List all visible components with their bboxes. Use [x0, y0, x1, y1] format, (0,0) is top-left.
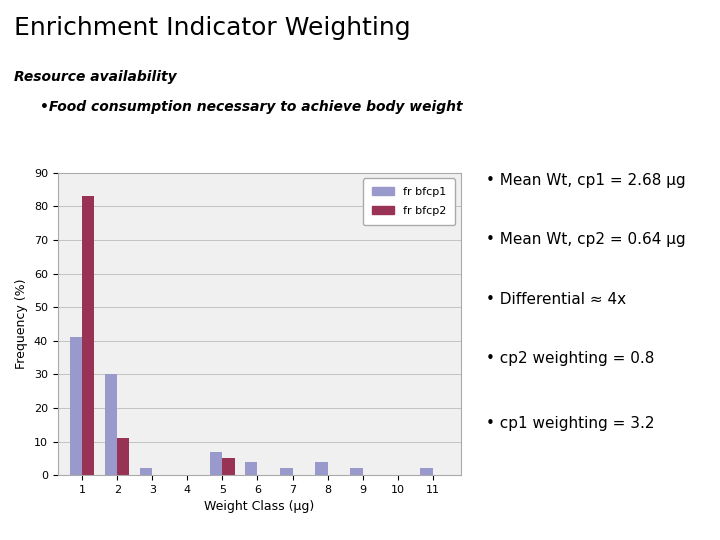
- Text: • cp1 weighting = 3.2: • cp1 weighting = 3.2: [486, 416, 654, 431]
- Bar: [420, 469, 433, 475]
- Legend: fr bfcp1, fr bfcp2: fr bfcp1, fr bfcp2: [363, 178, 455, 225]
- Bar: [280, 469, 292, 475]
- Bar: [222, 458, 235, 475]
- Bar: [315, 462, 328, 475]
- Text: • cp2 weighting = 0.8: • cp2 weighting = 0.8: [486, 351, 654, 366]
- Bar: [117, 438, 130, 475]
- Bar: [140, 469, 152, 475]
- Bar: [105, 374, 117, 475]
- Text: •Food consumption necessary to achieve body weight: •Food consumption necessary to achieve b…: [40, 100, 462, 114]
- Bar: [246, 462, 258, 475]
- Text: Resource availability: Resource availability: [14, 70, 177, 84]
- Y-axis label: Frequency (%): Frequency (%): [15, 279, 28, 369]
- Bar: [82, 197, 94, 475]
- Text: • Mean Wt, cp2 = 0.64 µg: • Mean Wt, cp2 = 0.64 µg: [486, 232, 685, 247]
- Text: • Mean Wt, cp1 = 2.68 µg: • Mean Wt, cp1 = 2.68 µg: [486, 173, 685, 188]
- Bar: [70, 338, 82, 475]
- Bar: [351, 469, 363, 475]
- Bar: [210, 451, 222, 475]
- Text: Enrichment Indicator Weighting: Enrichment Indicator Weighting: [14, 16, 411, 40]
- Text: • Differential ≈ 4x: • Differential ≈ 4x: [486, 292, 626, 307]
- X-axis label: Weight Class (µg): Weight Class (µg): [204, 501, 315, 514]
